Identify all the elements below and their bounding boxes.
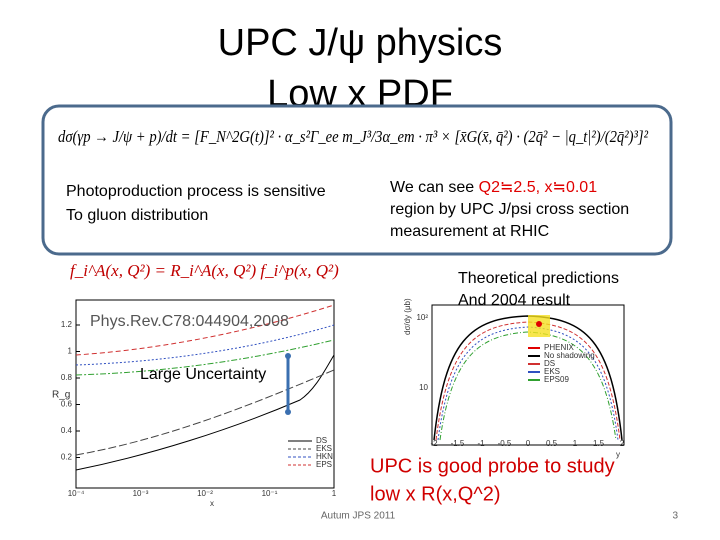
y-tick-label: 0.8	[61, 373, 73, 382]
data-point	[536, 321, 542, 327]
formula: dσ(γp → J/ψ + p)/dt = [F_N^2G(t)]² · α_s…	[58, 127, 649, 146]
legend-label: EKS	[316, 444, 332, 453]
curve	[75, 304, 335, 356]
left-text: Photoproduction process is sensitive	[66, 183, 326, 200]
plot-frame	[431, 304, 625, 446]
left-plot	[75, 299, 335, 489]
x-tick-label: 10⁻³	[133, 489, 149, 498]
right-text: measurement at RHIC	[390, 223, 549, 240]
arrow-end	[285, 353, 291, 359]
footer-event: Autum JPS 2011	[321, 511, 396, 522]
x-label: x	[210, 499, 214, 508]
formula2: f_i^A(x, Q²) = R_i^A(x, Q²) f_i^p(x, Q²)	[70, 261, 339, 280]
right-text: region by UPC J/psi cross section	[390, 201, 629, 218]
x-tick-label: 1	[332, 489, 337, 498]
legend-label: PHENIX	[544, 343, 574, 352]
curve	[75, 339, 335, 376]
right-plot	[431, 304, 625, 446]
arrow-end	[285, 409, 291, 415]
legend-label: HKN	[316, 452, 333, 461]
x-tick-label: 0	[526, 439, 531, 448]
curve	[75, 354, 335, 471]
x-tick-label: -0.5	[498, 439, 512, 448]
y-label: dσ/dy (μb)	[403, 298, 412, 335]
curve	[435, 321, 621, 441]
x-tick-label: 0.5	[546, 439, 558, 448]
curve	[75, 324, 335, 366]
page-number: 3	[672, 511, 678, 522]
x-tick-label: 2	[620, 439, 625, 448]
legend-label: DS	[544, 359, 555, 368]
highlight-box	[41, 104, 673, 256]
x-tick-label: -1.5	[451, 439, 465, 448]
caption: Theoretical predictions	[458, 270, 619, 287]
y-tick-label: 0.6	[61, 400, 73, 409]
y-tick-label: 0.2	[61, 453, 73, 462]
x-tick-label: 1	[573, 439, 578, 448]
y-tick-label: 1.2	[61, 320, 73, 329]
y-tick-label: 10²	[416, 313, 428, 322]
conclusion: UPC is good probe to study	[370, 455, 615, 477]
legend-label: No shadowing	[544, 351, 595, 360]
highlight: Q2≒2.5, x≒0.01	[479, 179, 598, 196]
x-tick-label: 10⁻¹	[262, 489, 278, 498]
conclusion: low x R(x,Q^2)	[370, 483, 501, 505]
x-tick-label: 10⁻²	[197, 489, 213, 498]
x-label: y	[616, 450, 620, 459]
plot-frame	[75, 299, 335, 489]
x-tick-label: 1.5	[593, 439, 605, 448]
x-tick-label: -1	[477, 439, 485, 448]
curve	[75, 369, 335, 456]
title-line1: UPC J/ψ physics	[218, 22, 503, 64]
text: We can see	[390, 179, 479, 196]
legend-label: EPS09	[544, 375, 569, 384]
annotation: Large Uncertainty	[140, 366, 266, 383]
y-label: R_g	[52, 390, 70, 401]
right-text: We can see Q2≒2.5, x≒0.01	[390, 179, 597, 196]
y-tick-label: 0.4	[61, 426, 73, 435]
y-tick-label: 1	[68, 347, 73, 356]
y-tick-label: 10	[419, 383, 428, 392]
reference: Phys.Rev.C78:044904,2008	[90, 313, 289, 330]
legend-label: EPS	[316, 460, 332, 469]
caption: And 2004 result	[458, 292, 571, 309]
x-tick-label: -2	[430, 439, 438, 448]
x-tick-label: 10⁻⁴	[68, 489, 85, 498]
legend-label: EKS	[544, 367, 560, 376]
legend-label: DS	[316, 436, 327, 445]
left-text: To gluon distribution	[66, 207, 208, 224]
